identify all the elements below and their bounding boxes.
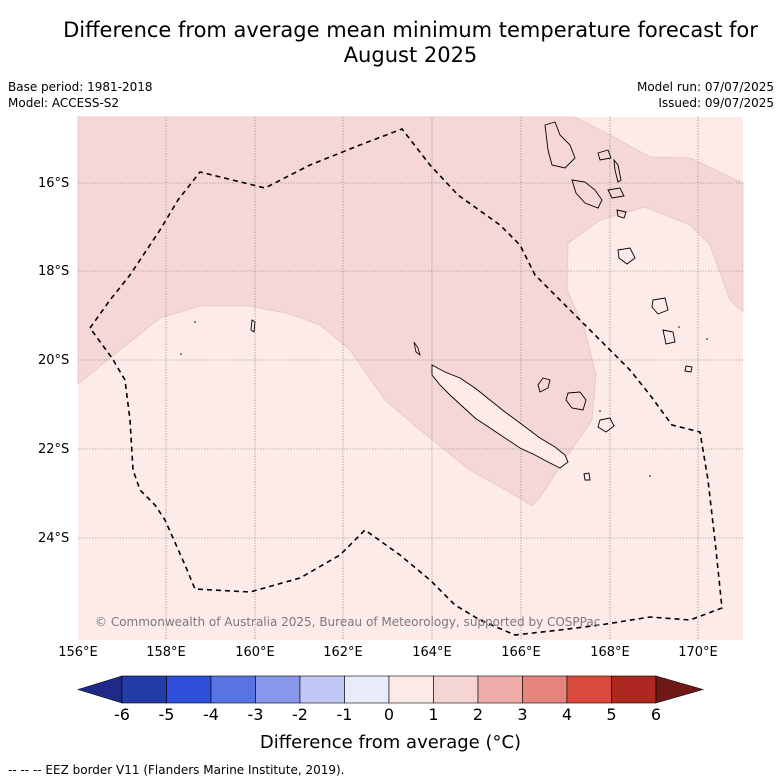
colorbar-bin (121, 675, 167, 704)
ouvea-island (537, 377, 551, 393)
copyright-notice: © Commonwealth of Australia 2025, Bureau… (95, 615, 600, 629)
colorbar-bin (566, 675, 612, 704)
colorbar-tick-label: 5 (606, 705, 617, 724)
espiritu-santo-island (544, 121, 576, 169)
base-period: Base period: 1981-2018 (8, 80, 153, 94)
title-line-2: August 2025 (343, 43, 478, 67)
colorbar-tick-label: 6 (650, 705, 662, 724)
pentecost-island (613, 158, 622, 183)
lon-label: 158°E (146, 645, 186, 660)
chesterfield-islet (250, 319, 256, 333)
colorbar-bin (477, 675, 523, 704)
belep-islet (413, 341, 421, 357)
islet-dot (180, 353, 182, 355)
efate-island (617, 247, 636, 265)
mare-island (597, 417, 615, 433)
issued-date: Issued: 09/07/2025 (658, 96, 774, 110)
lifou-island (565, 391, 587, 411)
lat-label: 22°S (38, 442, 70, 457)
colorbar-tick-label: -4 (203, 705, 219, 724)
colorbar-bin (433, 675, 479, 704)
isle-of-pines (583, 472, 591, 481)
colorbar-bin (344, 675, 390, 704)
islet-dot (194, 321, 196, 323)
colorbar-tick-label: 1 (428, 705, 439, 724)
meta-right: Model run: 07/07/2025 Issued: 09/07/2025 (637, 79, 774, 111)
lat-label: 18°S (38, 264, 70, 279)
ambrym-island (607, 187, 625, 199)
new-caledonia-island (431, 364, 569, 469)
lon-label: 168°E (590, 645, 630, 660)
lon-label: 170°E (678, 645, 718, 660)
colorbar-bin (299, 675, 345, 704)
colorbar (76, 675, 705, 704)
colorbar-tick-label: -2 (292, 705, 308, 724)
lon-label: 166°E (501, 645, 541, 660)
lat-label: 16°S (38, 176, 70, 191)
map-title: Difference from average mean minimum tem… (40, 18, 781, 68)
graticule (78, 117, 743, 640)
colorbar-tick-label: 0 (383, 705, 395, 724)
colorbar-tick-label: 4 (561, 705, 573, 724)
lon-label: 156°E (58, 645, 98, 660)
colorbar-tick-label: -5 (158, 705, 175, 724)
islet-dot (678, 326, 680, 328)
lon-label: 164°E (412, 645, 452, 660)
eez-border (89, 128, 723, 636)
eez-legend-note: -- -- -- EEZ border V11 (Flanders Marine… (8, 763, 345, 777)
malekula-island (571, 179, 603, 209)
lon-label: 162°E (323, 645, 363, 660)
islet-dot (649, 475, 651, 477)
meta-left: Base period: 1981-2018 Model: ACCESS-S2 (8, 79, 153, 111)
tanna-island (662, 329, 676, 345)
colorbar-extend-high (655, 675, 705, 704)
colorbar-bin (210, 675, 256, 704)
title-line-1: Difference from average mean minimum tem… (63, 18, 758, 42)
lat-label: 20°S (38, 353, 70, 368)
colorbar-tick-label: -6 (114, 705, 130, 724)
colorbar-bin (255, 675, 301, 704)
aneityum-island (684, 365, 693, 373)
colorbar-tick-label: 2 (472, 705, 484, 724)
lat-label: 24°S (38, 531, 70, 546)
lon-label: 160°E (235, 645, 275, 660)
colorbar-bin (388, 675, 434, 704)
colorbar-tick-label: -3 (247, 705, 264, 724)
model-name: Model: ACCESS-S2 (8, 96, 120, 110)
epi-island (616, 209, 627, 219)
islet-dot (706, 338, 708, 340)
colorbar-bin (522, 675, 568, 704)
model-run: Model run: 07/07/2025 (636, 80, 774, 94)
colorbar-bin (166, 675, 212, 704)
islet-dot (599, 410, 601, 412)
colorbar-label: Difference from average (°C) (259, 732, 522, 753)
colorbar-tick-label: 3 (517, 705, 528, 724)
colorbar-tick-label: -1 (336, 705, 353, 724)
colorbar-extend-low (76, 675, 123, 704)
erromango-island (651, 297, 669, 315)
maewo-island (597, 149, 612, 161)
colorbar-bin (611, 675, 657, 704)
